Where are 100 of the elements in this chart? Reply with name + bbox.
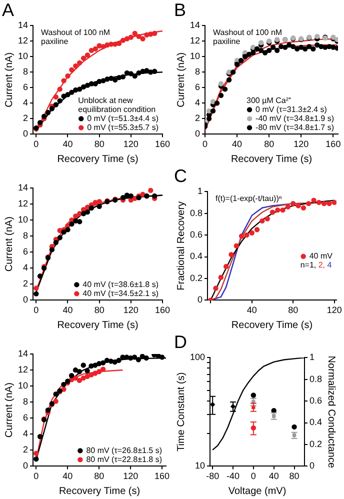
y-axis-title: Time Constant (s) xyxy=(176,372,187,452)
y-tick-label: 14 xyxy=(18,348,28,358)
legend-title: 300 µM Ca²⁺ xyxy=(246,96,292,105)
legend-label: 0 mV (τ=31.3±2.4 s) xyxy=(256,104,328,114)
y-tick-label: 6 xyxy=(22,246,28,257)
y-tick-label: 14 xyxy=(18,182,28,192)
x-tick-label: 80 xyxy=(289,471,300,482)
x-tick-label: 0 xyxy=(34,305,39,316)
y-tick-label: 14 xyxy=(18,20,28,30)
chart-title: A xyxy=(2,0,14,20)
y2-tick-label: 0.6 xyxy=(309,396,322,406)
y-tick-label: 12 xyxy=(18,198,28,209)
x-tick-label: 80 xyxy=(94,139,104,150)
y-tick-label: 2 xyxy=(194,113,200,124)
legend-title: Unblock at new equilibration condition xyxy=(78,96,156,114)
x-tick-label: 160 xyxy=(154,471,170,482)
x-tick-label: 80 xyxy=(288,305,298,316)
x-axis-title: Recovery Time (s) xyxy=(231,320,313,331)
y-tick-label: 2 xyxy=(22,278,28,289)
y-tick-label: 0.6 xyxy=(190,230,203,240)
y-tick-label: 14 xyxy=(190,20,200,30)
y2-tick-label: 0.8 xyxy=(309,374,322,384)
x-tick-label: 120 xyxy=(326,305,342,316)
legend-label: -40 mV (τ=34.8±1.9 s) xyxy=(256,114,334,123)
y-tick-label: 6 xyxy=(22,82,28,92)
y-tick-label: 4 xyxy=(22,428,28,439)
y-tick-label: 4 xyxy=(22,98,28,108)
text: 2, xyxy=(318,260,326,270)
y-tick-label: 8 xyxy=(22,230,28,241)
y-tick-label: 8 xyxy=(194,66,200,77)
y-tick-label: 1 xyxy=(197,186,203,196)
annotation: Washout of 100 nM paxiline xyxy=(41,28,110,46)
chart-title: B xyxy=(174,0,186,20)
legend-label: 80 mV (τ=26.8±1.5 s) xyxy=(86,446,162,455)
y-tick-label: 6 xyxy=(194,82,200,92)
x-tick-label: 0 xyxy=(34,139,39,150)
x-tick-label: 80 xyxy=(94,471,104,482)
x-tick-label: 160 xyxy=(326,139,341,150)
y-tick-label: 0 xyxy=(22,294,28,305)
x-tick-label: 80 xyxy=(94,305,104,316)
y-tick-label: 4 xyxy=(194,98,200,108)
x-tick-label: 40 xyxy=(246,305,257,316)
x-axis-title: Voltage (mV) xyxy=(228,486,286,497)
legend-label: 0 mV (τ=55.3±5.7 s) xyxy=(87,122,159,132)
y2-tick-label: 1 xyxy=(309,352,315,362)
x-tick-label: 40 xyxy=(268,471,279,482)
y2-tick-label: 0.2 xyxy=(309,438,322,449)
y-tick-label: 10 xyxy=(18,51,28,62)
y-tick-label: 0 xyxy=(197,294,203,305)
x-tick-label: 160 xyxy=(154,139,170,150)
chart-title: D xyxy=(174,332,187,352)
x-tick-label: 80 xyxy=(264,139,274,150)
x-axis-title: Recovery Time (s) xyxy=(57,320,138,331)
y-tick-label: 0 xyxy=(194,128,200,139)
y-tick-label: 8 xyxy=(22,66,28,77)
y-tick-label: 12 xyxy=(18,36,28,46)
annotation: Washout of 100 nM paxiline xyxy=(213,28,282,46)
y2-tick-label: 0 xyxy=(309,460,315,471)
x-tick-label: -40 xyxy=(226,471,240,482)
y-tick-label: 10 xyxy=(18,380,28,391)
legend-label: 40 mV (τ=38.6±1.8 s) xyxy=(82,280,159,289)
x-tick-label: 40 xyxy=(62,305,73,316)
y-tick-label: 10 xyxy=(195,460,206,471)
x-tick-label: 0 xyxy=(34,471,39,482)
y-tick-label: 10 xyxy=(190,51,200,62)
legend-label: 40 mV (τ=34.5±2.1 s) xyxy=(82,288,159,298)
y-axis-title: Fractional Recovery xyxy=(176,201,187,290)
text: 4 xyxy=(327,260,332,270)
x-tick-label: 40 xyxy=(62,471,73,482)
x-axis-title: Recovery Time (s) xyxy=(230,154,312,165)
y-tick-label: 0.8 xyxy=(190,208,203,218)
x-tick-label: 120 xyxy=(123,139,138,150)
x-tick-label: 0 xyxy=(250,471,256,482)
x-axis-title: Recovery Time (s) xyxy=(58,486,140,497)
y2-tick-label: 0.4 xyxy=(309,417,322,428)
y-tick-label: 10 xyxy=(18,214,28,225)
y-tick-label: 4 xyxy=(22,262,28,273)
annotation: f(t)=(1-exp(-t/tau))ⁿ xyxy=(216,194,282,203)
y-tick-label: 2 xyxy=(22,444,28,455)
y-axis-title: Current (nA) xyxy=(176,52,187,108)
y-tick-label: 12 xyxy=(190,36,200,46)
y-axis-title: Current (nA) xyxy=(4,382,15,438)
y-tick-label: 8 xyxy=(22,396,28,407)
x-tick-label: 40 xyxy=(232,139,242,150)
x-tick-label: 120 xyxy=(123,471,138,482)
y-tick-label: 2 xyxy=(22,113,28,124)
x-tick-label: 160 xyxy=(154,305,170,316)
y-axis-title: Current (nA) xyxy=(4,216,15,272)
y-tick-label: 6 xyxy=(22,412,28,423)
y-tick-label: 0.4 xyxy=(190,251,203,262)
y2-axis-title: Normalized Conductance xyxy=(325,356,336,468)
legend-label: 0 mV (τ=51.3±4.4 s) xyxy=(87,114,159,123)
legend-label: 80 mV (τ=22.8±1.8 s) xyxy=(86,454,162,464)
x-tick-label: 120 xyxy=(294,139,309,150)
y-tick-label: 0 xyxy=(22,460,28,471)
chart-title: C xyxy=(174,166,187,186)
y-axis-title: Current (nA) xyxy=(4,52,15,108)
legend-label: -80 mV (τ=34.8±1.7 s) xyxy=(256,122,334,132)
y-tick-label: 0 xyxy=(22,128,28,139)
y-tick-label: 12 xyxy=(18,364,28,375)
